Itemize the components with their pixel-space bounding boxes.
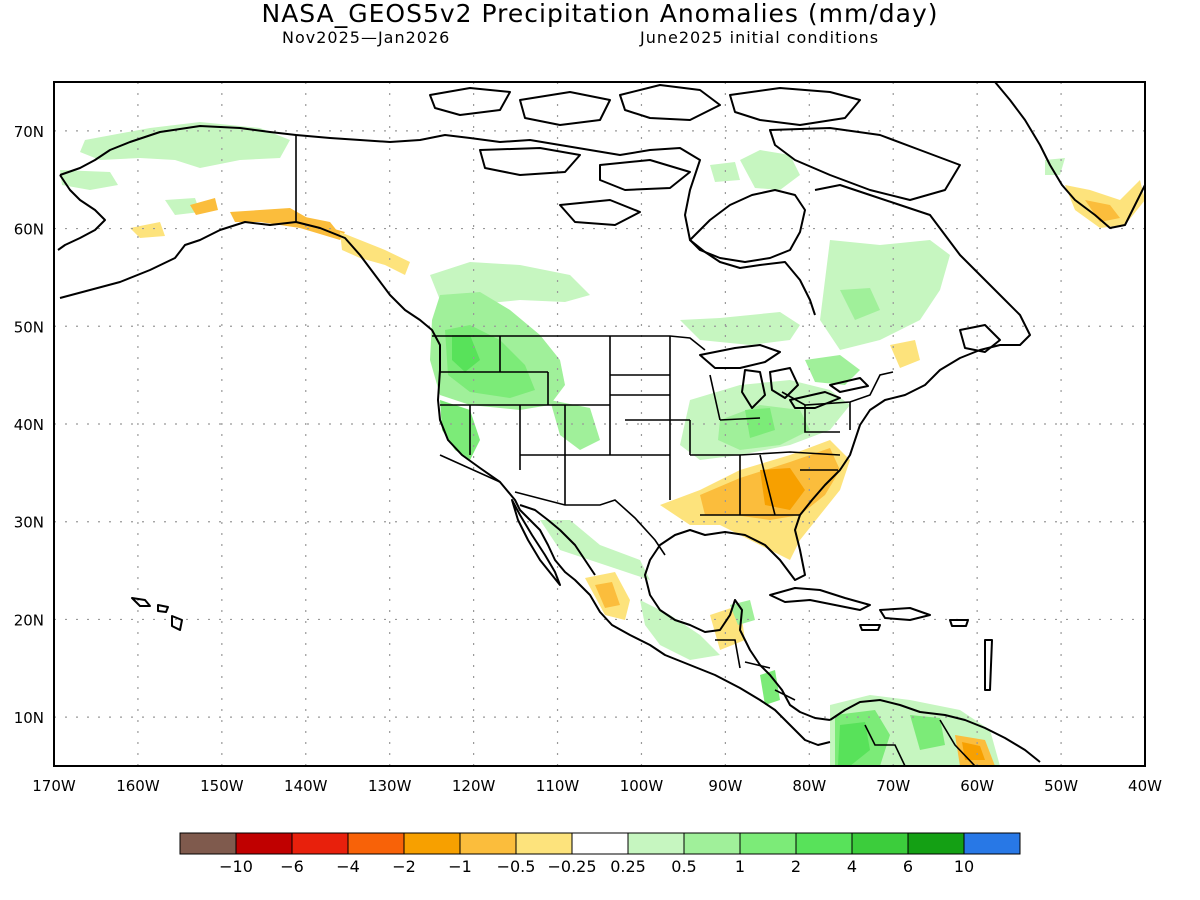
colorbar-label: 2: [791, 857, 801, 876]
longitude-label: 160W: [116, 777, 160, 795]
longitude-label: 150W: [200, 777, 244, 795]
colorbar-swatch: [571, 832, 629, 855]
longitude-label: 100W: [620, 777, 664, 795]
colorbar-label: −10: [219, 857, 253, 876]
longitude-label: 50W: [1044, 777, 1078, 795]
colorbar-label: −2: [392, 857, 416, 876]
colorbar-label: 0.5: [671, 857, 696, 876]
latitude-label: 10N: [14, 709, 44, 727]
longitude-label: 70W: [876, 777, 910, 795]
colorbar-swatch: [515, 832, 573, 855]
map-frame: [53, 81, 1146, 767]
initial-conditions: June2025 initial conditions: [640, 28, 880, 47]
longitude-label: 60W: [960, 777, 994, 795]
colorbar-swatch: [235, 832, 293, 855]
longitude-labels: 170W 160W 150W 140W 130W 120W 110W 100W 90W 80W 70…: [32, 777, 1162, 795]
graticule: [54, 82, 1145, 766]
longitude-label: 80W: [792, 777, 826, 795]
colorbar-label: −0.25: [547, 857, 596, 876]
colorbar-swatch: [403, 832, 461, 855]
longitude-label: 140W: [284, 777, 328, 795]
colorbar: −10 −6 −4 −2 −1 −0.5 −0.25 0.25 0.5 1 2 4 6 10: [179, 832, 1021, 876]
latitude-label: 40N: [14, 416, 44, 434]
latitude-label: 30N: [14, 514, 44, 532]
longitude-label: 130W: [368, 777, 412, 795]
longitude-label: 170W: [32, 777, 76, 795]
colorbar-label: 1: [735, 857, 745, 876]
latitude-labels: 70N 60N 50N 40N 30N 20N 10N: [14, 123, 44, 727]
colorbar-label: −0.5: [497, 857, 536, 876]
colorbar-swatch: [627, 832, 685, 855]
forecast-period: Nov2025—Jan2026: [282, 28, 451, 47]
colorbar-swatch: [291, 832, 349, 855]
latitude-label: 20N: [14, 611, 44, 629]
coastlines: [57, 82, 1145, 763]
colorbar-swatch: [179, 832, 237, 855]
latitude-label: 70N: [14, 123, 44, 141]
longitude-label: 40W: [1128, 777, 1162, 795]
anomaly-shading: [60, 122, 1145, 766]
longitude-label: 110W: [536, 777, 580, 795]
colorbar-swatch: [963, 832, 1021, 855]
map-title: NASA_GEOS5v2 Precipitation Anomalies (mm…: [261, 0, 939, 28]
colorbar-label: 10: [954, 857, 974, 876]
colorbar-swatch: [683, 832, 741, 855]
colorbar-swatch: [739, 832, 797, 855]
colorbar-label: 0.25: [610, 857, 646, 876]
colorbar-label: 6: [903, 857, 913, 876]
colorbar-label: 4: [847, 857, 857, 876]
longitude-label: 120W: [452, 777, 496, 795]
colorbar-label: −1: [448, 857, 472, 876]
longitude-label: 90W: [708, 777, 742, 795]
colorbar-label: −6: [280, 857, 304, 876]
latitude-label: 50N: [14, 318, 44, 336]
colorbar-swatch: [795, 832, 853, 855]
colorbar-swatch: [459, 832, 517, 855]
colorbar-swatch: [851, 832, 909, 855]
colorbar-swatch: [907, 832, 965, 855]
latitude-label: 60N: [14, 221, 44, 239]
colorbar-label: −4: [336, 857, 360, 876]
political-boundaries: [295, 135, 976, 766]
colorbar-swatch: [347, 832, 405, 855]
